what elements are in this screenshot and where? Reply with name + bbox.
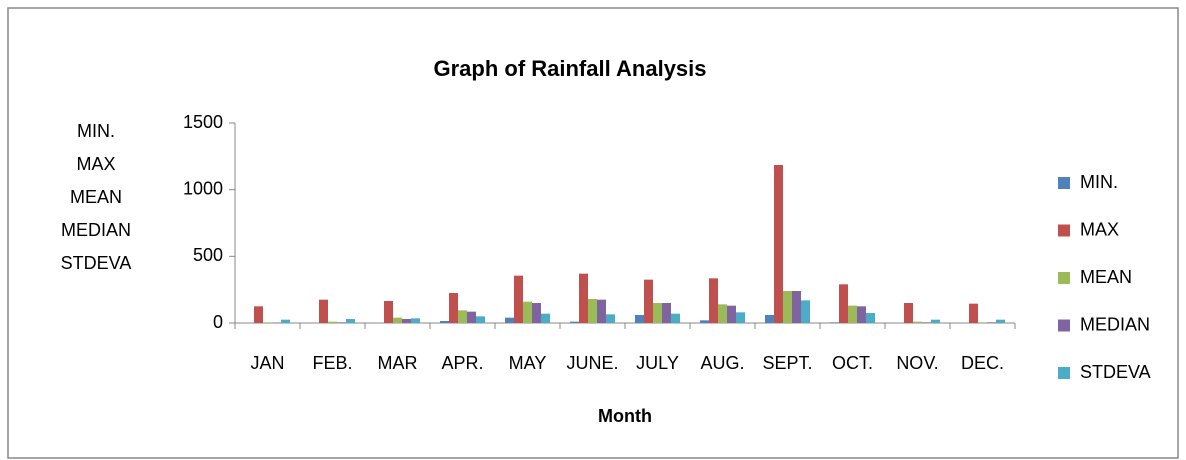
bar [393, 317, 402, 323]
bar [978, 322, 987, 323]
y-axis-title: MIN. [77, 121, 115, 141]
bar [254, 306, 263, 323]
bar [635, 315, 644, 323]
bar [830, 322, 839, 323]
bar [904, 303, 913, 323]
bar [606, 314, 615, 323]
legend-label: MEDIAN [1080, 314, 1150, 334]
x-tick-label: JULY [636, 353, 679, 373]
legend-swatch [1058, 319, 1070, 332]
y-tick-label: 0 [213, 312, 223, 332]
x-tick-label: SEPT. [762, 353, 812, 373]
bar [514, 275, 523, 323]
x-tick-label: MAY [509, 353, 547, 373]
legend-swatch [1058, 224, 1070, 237]
bar [736, 312, 745, 323]
legend-swatch [1058, 177, 1070, 189]
bar [931, 319, 940, 323]
bar [541, 313, 550, 323]
bar [402, 319, 411, 323]
x-tick-label: JAN [250, 353, 284, 373]
bar [644, 279, 653, 323]
bar [801, 300, 810, 323]
bar [913, 321, 922, 323]
bar [662, 303, 671, 323]
bar [848, 305, 857, 323]
x-tick-label: FEB. [312, 353, 352, 373]
bar [588, 299, 597, 323]
bar [476, 316, 485, 323]
legend-label: MIN. [1080, 172, 1118, 192]
bar [969, 303, 978, 323]
bar [996, 319, 1005, 323]
bar [718, 304, 727, 323]
bar [700, 320, 709, 323]
bar [671, 313, 680, 323]
bar [783, 291, 792, 323]
bar [579, 273, 588, 323]
bar [792, 291, 801, 323]
bar [384, 301, 393, 323]
bar [866, 313, 875, 323]
bar [774, 165, 783, 323]
bar [449, 293, 458, 323]
bar [411, 318, 420, 323]
chart-title: Graph of Rainfall Analysis [433, 56, 706, 81]
bar [523, 301, 532, 323]
bar [839, 284, 848, 323]
bar [727, 305, 736, 323]
x-tick-label: JUNE. [566, 353, 618, 373]
bar [458, 310, 467, 323]
x-tick-label: OCT. [832, 353, 873, 373]
bar [346, 319, 355, 323]
y-axis-title: MEDIAN [61, 220, 131, 240]
bar [922, 322, 931, 323]
bar [765, 315, 774, 323]
legend-label: MEAN [1080, 267, 1132, 287]
legend-swatch [1058, 272, 1070, 284]
y-axis-title: MEAN [70, 187, 122, 207]
legend-label: MAX [1080, 219, 1119, 239]
y-tick-label: 1000 [183, 178, 223, 198]
x-axis-title: Month [598, 406, 652, 426]
bar [709, 278, 718, 323]
x-tick-label: DEC. [961, 353, 1004, 373]
y-tick-label: 500 [193, 245, 223, 265]
bar [653, 303, 662, 323]
chart-frame [7, 7, 1179, 459]
bar [857, 306, 866, 323]
bar [328, 321, 337, 323]
bar [440, 321, 449, 323]
bar [532, 303, 541, 323]
bar [263, 322, 272, 323]
y-axis-title: MAX [76, 154, 115, 174]
x-tick-label: NOV. [896, 353, 938, 373]
bar [281, 319, 290, 323]
y-tick-label: 1500 [183, 112, 223, 132]
bar [319, 299, 328, 323]
legend-swatch [1058, 367, 1070, 379]
x-tick-label: APR. [441, 353, 483, 373]
bar [570, 321, 579, 323]
bar [505, 317, 514, 323]
x-tick-label: MAR [378, 353, 418, 373]
bar [467, 311, 476, 323]
legend-label: STDEVA [1080, 362, 1151, 382]
y-axis-title: STDEVA [61, 253, 132, 273]
bar [987, 322, 996, 323]
x-tick-label: AUG. [700, 353, 744, 373]
bar [597, 299, 606, 323]
bar [337, 322, 346, 323]
